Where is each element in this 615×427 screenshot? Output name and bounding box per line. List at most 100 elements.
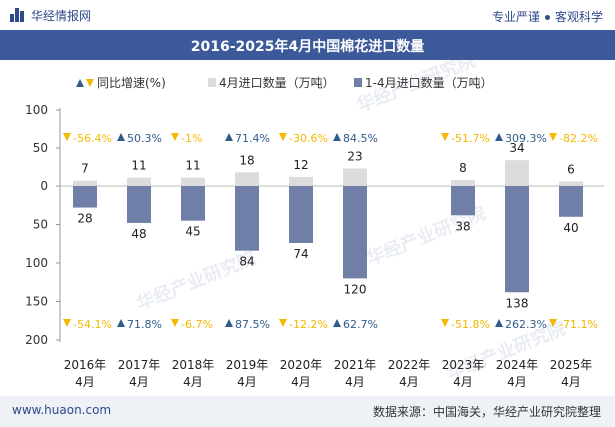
growth-label-cumulative-down-triangle-icon — [441, 319, 449, 327]
bar-monthly — [505, 160, 529, 186]
brand-name: 华经情报网 — [31, 8, 92, 23]
x-tick-label-month: 4月 — [129, 375, 149, 389]
bar-monthly — [73, 180, 97, 186]
data-label-monthly: 23 — [347, 150, 362, 164]
x-tick-label-year: 2018年 — [172, 358, 215, 372]
growth-label-cumulative: 262.3% — [505, 318, 547, 331]
y-tick-label: 200 — [25, 333, 48, 347]
bar-cumulative — [289, 186, 313, 243]
legend-label-growth: 同比增速(%) — [97, 76, 166, 90]
bar-monthly — [451, 179, 475, 186]
data-label-monthly: 8 — [459, 161, 467, 175]
legend-swatch-monthly — [208, 78, 216, 87]
x-tick-label-month: 4月 — [507, 375, 527, 389]
growth-label-cumulative: -12.2% — [289, 318, 328, 331]
growth-label-cumulative-down-triangle-icon — [171, 319, 179, 327]
y-tick-label: 150 — [25, 295, 48, 309]
growth-label-cumulative-up-triangle-icon — [495, 319, 503, 327]
growth-label-monthly: -30.6% — [289, 132, 328, 145]
growth-label-monthly: -82.2% — [559, 132, 598, 145]
top-bar: 华经情报网 专业严谨 客观科学 — [0, 0, 615, 30]
growth-label-cumulative-down-triangle-icon — [63, 319, 71, 327]
data-label-cumulative: 74 — [293, 247, 308, 261]
x-tick-label-month: 4月 — [345, 375, 365, 389]
growth-label-cumulative: 87.5% — [235, 318, 270, 331]
legend-down-triangle-icon — [86, 79, 94, 87]
growth-label-cumulative: -71.1% — [559, 318, 598, 331]
bar-monthly — [289, 176, 313, 186]
x-tick-label-month: 4月 — [237, 375, 257, 389]
growth-label-cumulative: -54.1% — [73, 318, 112, 331]
growth-label-monthly: 50.3% — [127, 132, 162, 145]
data-label-cumulative: 38 — [455, 219, 470, 233]
bar-monthly — [127, 177, 151, 186]
x-tick-label-year: 2024年 — [496, 358, 539, 372]
slogan-right: 客观科学 — [554, 10, 603, 24]
legend-up-triangle-icon — [76, 79, 84, 87]
growth-label-monthly-down-triangle-icon — [171, 133, 179, 141]
brand: 华经情报网 — [10, 7, 91, 23]
growth-label-cumulative-up-triangle-icon — [225, 319, 233, 327]
bar-monthly — [235, 172, 259, 186]
data-label-cumulative: 45 — [185, 225, 200, 239]
growth-label-monthly-down-triangle-icon — [63, 133, 71, 141]
growth-label-cumulative: -51.8% — [451, 318, 490, 331]
growth-label-monthly: -51.7% — [451, 132, 490, 145]
bar-cumulative — [127, 186, 151, 223]
x-tick-label-month: 4月 — [183, 375, 203, 389]
bar-cumulative — [451, 186, 475, 216]
x-tick-label-year: 2019年 — [226, 358, 269, 372]
growth-label-monthly-up-triangle-icon — [333, 133, 341, 141]
website-link[interactable]: www.huaon.com — [12, 403, 112, 417]
data-label-monthly: 11 — [185, 159, 200, 173]
growth-label-monthly-down-triangle-icon — [549, 133, 557, 141]
data-label-monthly: 12 — [293, 158, 308, 172]
data-label-monthly: 11 — [131, 159, 146, 173]
bar-monthly — [559, 181, 583, 186]
growth-label-cumulative-up-triangle-icon — [117, 319, 125, 327]
x-tick-label-year: 2017年 — [118, 358, 161, 372]
growth-label-cumulative: 71.8% — [127, 318, 162, 331]
data-label-cumulative: 138 — [506, 296, 529, 310]
data-label-cumulative: 40 — [563, 221, 578, 235]
y-tick-label: 100 — [25, 103, 48, 117]
growth-label-cumulative: -6.7% — [181, 318, 213, 331]
slogan-left: 专业严谨 — [491, 10, 540, 24]
data-label-cumulative: 28 — [77, 212, 92, 226]
y-tick-label: 100 — [25, 256, 48, 270]
x-tick-label-month: 4月 — [75, 375, 95, 389]
bar-monthly — [181, 177, 205, 186]
growth-label-monthly-up-triangle-icon — [117, 133, 125, 141]
growth-label-monthly-up-triangle-icon — [225, 133, 233, 141]
growth-label-cumulative: 62.7% — [343, 318, 378, 331]
x-tick-label-month: 4月 — [453, 375, 473, 389]
data-label-monthly: 18 — [239, 153, 254, 167]
footer: www.huaon.com 数据来源：中国海关，华经产业研究院整理 — [0, 396, 615, 427]
bar-cumulative — [181, 186, 205, 221]
x-tick-label-month: 4月 — [291, 375, 311, 389]
growth-label-monthly-down-triangle-icon — [441, 133, 449, 141]
title-bar: 2016-2025年4月中国棉花进口数量 — [0, 30, 615, 60]
data-label-cumulative: 48 — [131, 227, 146, 241]
y-tick-label: 50 — [33, 141, 48, 155]
data-label-monthly: 6 — [567, 162, 575, 176]
legend-label-monthly: 4月进口数量（万吨） — [219, 75, 335, 90]
legend-label-cumulative: 1-4月进口数量（万吨） — [365, 75, 493, 90]
bar-cumulative — [559, 186, 583, 217]
growth-label-cumulative-down-triangle-icon — [279, 319, 287, 327]
growth-label-monthly: 84.5% — [343, 132, 378, 145]
legend-swatch-cumulative — [354, 78, 362, 87]
data-label-monthly: 7 — [81, 162, 89, 176]
bar-cumulative — [505, 186, 529, 293]
slogan: 专业严谨 客观科学 — [492, 8, 603, 25]
x-tick-label-year: 2023年 — [442, 358, 485, 372]
x-tick-label-year: 2021年 — [334, 358, 377, 372]
growth-label-monthly: -56.4% — [73, 132, 112, 145]
bar-cumulative — [343, 186, 367, 279]
growth-label-monthly: 309.3% — [505, 132, 547, 145]
chart-title: 2016-2025年4月中国棉花进口数量 — [190, 39, 425, 55]
growth-label-monthly: 71.4% — [235, 132, 270, 145]
bar-cumulative — [235, 186, 259, 251]
x-tick-label-year: 2022年 — [388, 358, 431, 372]
